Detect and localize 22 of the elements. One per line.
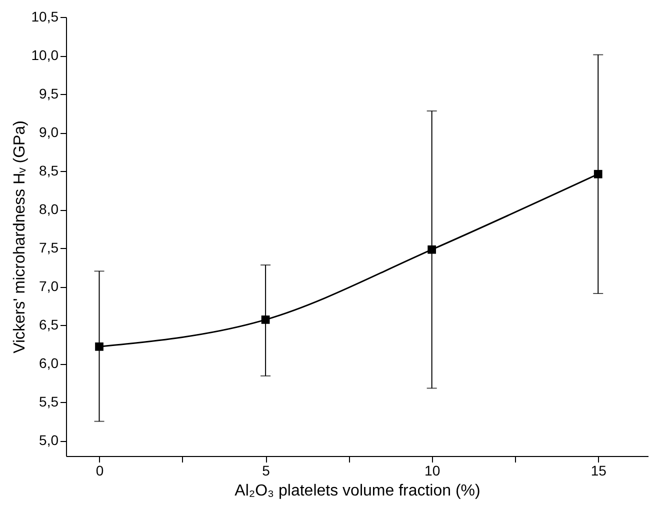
y-tick-label: 10,5 bbox=[31, 8, 59, 24]
y-tick-label: 10,0 bbox=[31, 47, 59, 64]
x-tick-label: 15 bbox=[590, 462, 607, 478]
point bbox=[261, 315, 270, 324]
y-tick-label: 8,5 bbox=[39, 162, 59, 179]
y-tick-label: 9,0 bbox=[39, 124, 59, 140]
y-tick-label: 7,5 bbox=[39, 240, 59, 256]
x-tick-label: 10 bbox=[424, 462, 440, 478]
y-tick-label: 5,0 bbox=[39, 432, 59, 448]
y-tick-label: 9,5 bbox=[39, 86, 59, 102]
point bbox=[95, 342, 104, 351]
y-tick-label: 6,0 bbox=[39, 355, 59, 372]
y-tick-label: 5,5 bbox=[39, 394, 59, 410]
point bbox=[594, 170, 602, 178]
x-axis-title: Al₂O₃ platelets volume fraction (%) bbox=[234, 482, 480, 500]
y-tick-label: 8,0 bbox=[39, 201, 59, 218]
y-tick-label: 6,5 bbox=[39, 316, 59, 333]
y-tick-label: 7,0 bbox=[39, 278, 59, 294]
point bbox=[428, 245, 436, 254]
y-axis-title: Vickers' microhardness Hᵥ (GPa) bbox=[11, 120, 28, 354]
x-tick-label: 0 bbox=[96, 462, 104, 478]
x-tick-label: 5 bbox=[262, 462, 270, 478]
